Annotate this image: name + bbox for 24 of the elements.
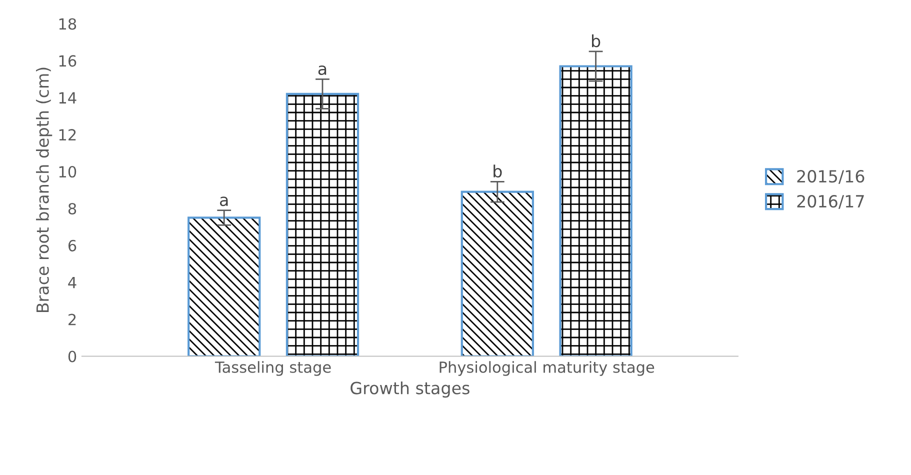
bar	[188, 216, 261, 356]
bar	[559, 65, 632, 356]
y-tick-label: 6	[68, 240, 76, 252]
y-tick-label: 10	[59, 166, 76, 178]
y-tick-label: 8	[68, 202, 76, 214]
data-label: a	[220, 196, 228, 206]
bar	[286, 92, 360, 356]
y-tick-label: 18	[59, 18, 76, 30]
x-tick-label: Physiological maturity stage	[440, 361, 654, 376]
y-tick-label: 0	[68, 350, 76, 362]
data-label: b	[494, 164, 502, 178]
data-label: a	[318, 65, 326, 76]
y-tick-label: 14	[59, 92, 76, 104]
y-tick-label: 16	[59, 55, 76, 67]
legend-label: 2015/16	[797, 170, 864, 184]
y-tick-label: 2	[68, 314, 76, 326]
y-tick-label: 4	[68, 277, 76, 288]
bar	[460, 190, 534, 356]
x-axis-title: Growth stages	[350, 381, 470, 398]
data-label: b	[592, 34, 600, 48]
legend-label: 2016/17	[797, 194, 864, 209]
y-tick-label: 12	[59, 129, 76, 140]
y-axis-title: Brace root branch depth (cm)	[36, 68, 52, 312]
x-tick-label: Tasseling stage	[214, 361, 331, 376]
